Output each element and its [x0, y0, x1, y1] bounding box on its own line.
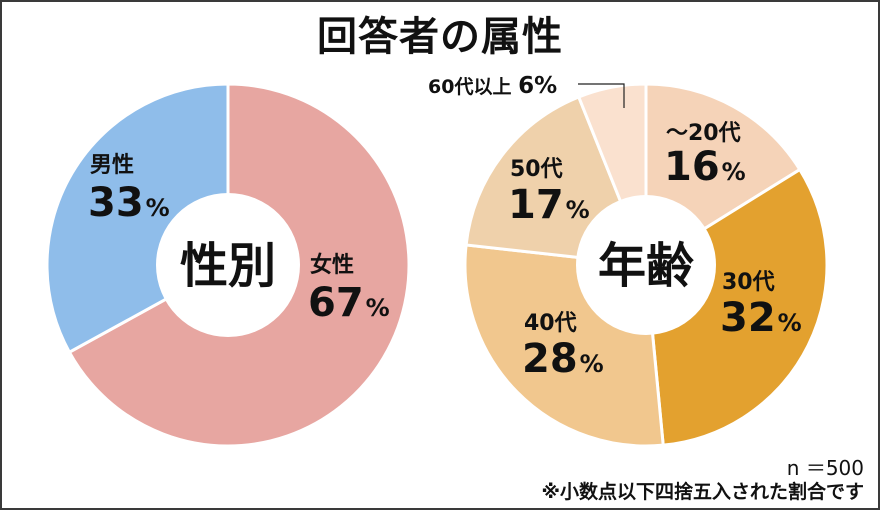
- age-pie-slice-value-1: 32%: [720, 295, 802, 341]
- gender-pie-slice-label-0: 女性: [310, 252, 354, 278]
- gender-pie-slice-label-1: 男性: [90, 153, 134, 178]
- age-pie-callout-line: [578, 83, 625, 108]
- age-pie-slice-label-3: 50代: [510, 157, 563, 182]
- chart-title: 回答者の属性: [317, 14, 563, 60]
- gender-pie-center-hole: [156, 193, 300, 337]
- gender-pie-slice-value-0: 67%: [308, 280, 390, 326]
- age-pie-slice-label-0: 〜20代: [666, 121, 741, 146]
- age-pie-center-hole: [576, 195, 716, 335]
- gender-pie-slice-value-1: 33%: [88, 180, 170, 226]
- age-pie-slice-label-1: 30代: [722, 270, 775, 295]
- age-pie-slice-value-0: 16%: [664, 144, 746, 190]
- age-pie-slice-value-2: 28%: [522, 336, 604, 382]
- rounding-note: ※小数点以下四捨五入された割合です: [541, 481, 864, 503]
- age-pie-slice-value-3: 17%: [508, 182, 590, 228]
- sample-size-label: n ＝500: [786, 456, 864, 480]
- age-pie-callout-label-4: 60代以上 6%: [428, 73, 557, 99]
- age-pie-slice-label-2: 40代: [524, 311, 577, 336]
- gender-pie-center-label: 性別: [180, 238, 276, 294]
- age-pie-center-label: 年齢: [598, 238, 694, 294]
